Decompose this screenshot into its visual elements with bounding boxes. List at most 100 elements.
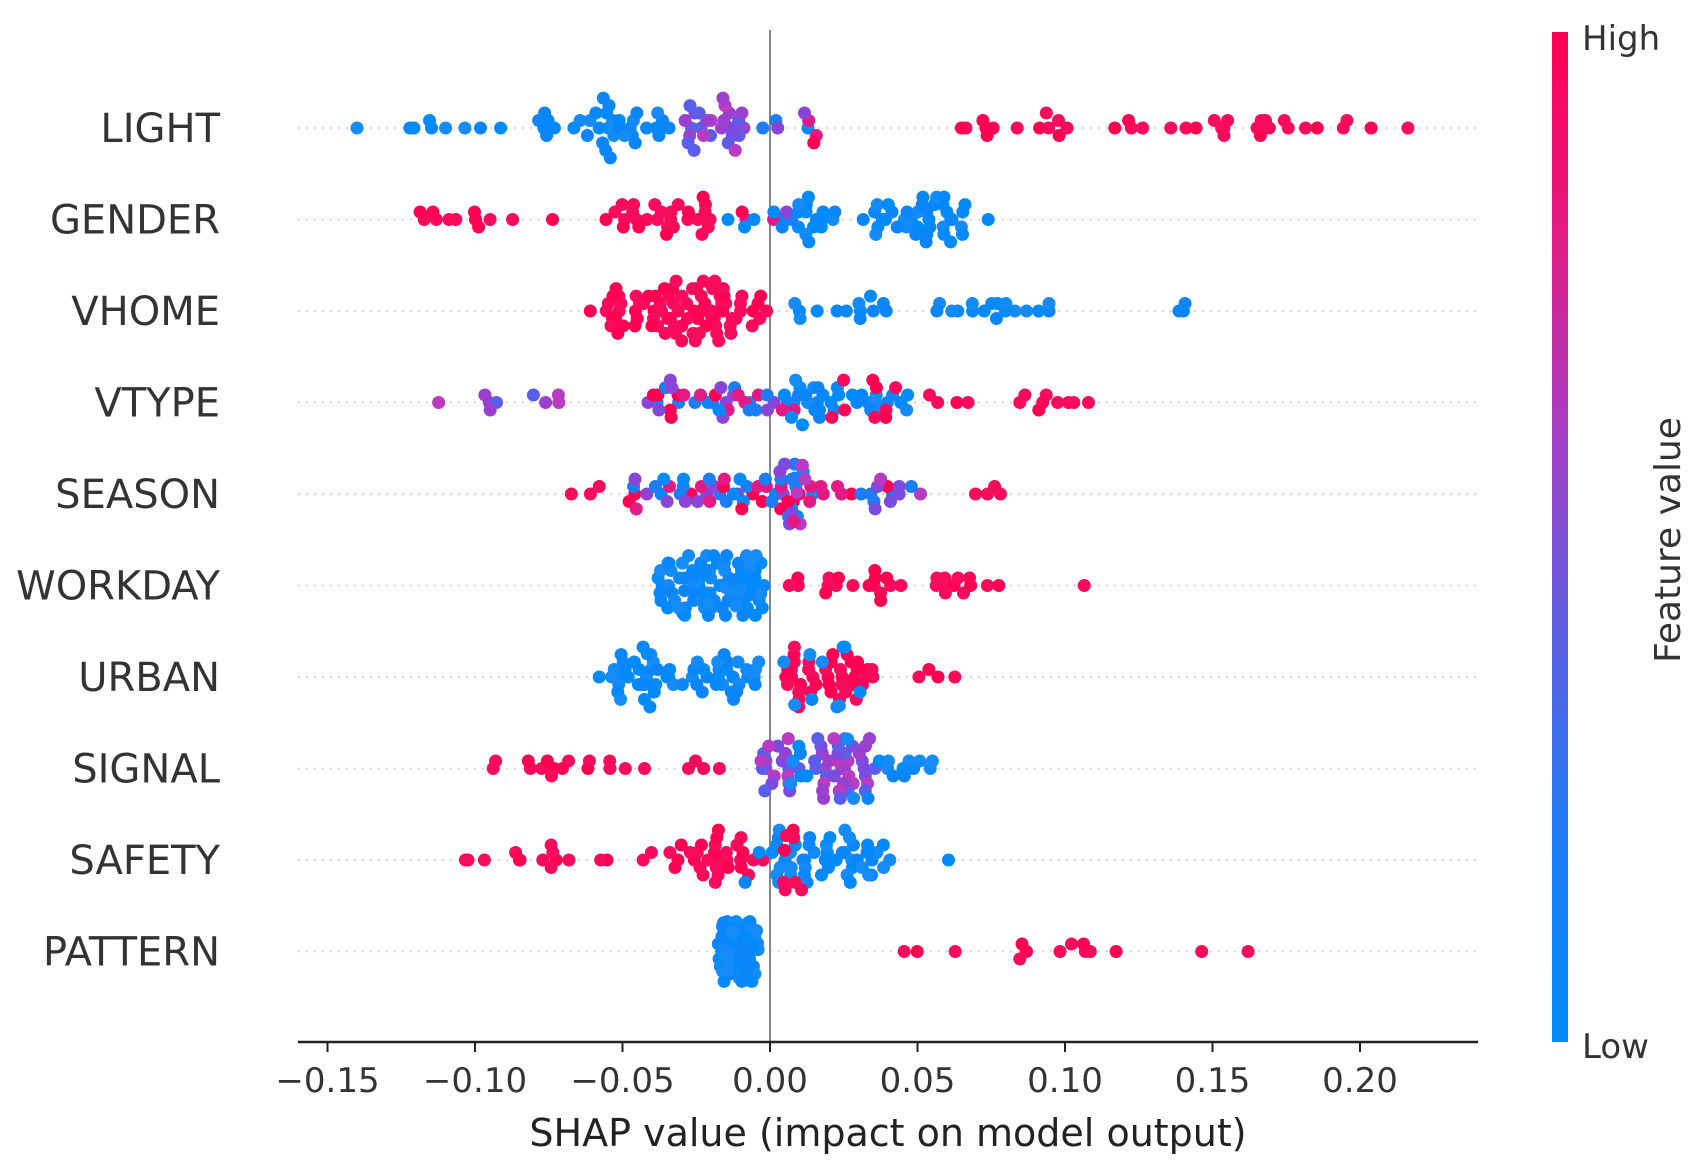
shap-point [807, 136, 821, 150]
shap-point [1277, 114, 1291, 127]
shap-point [795, 458, 809, 472]
colorbar-title: Feature value [1648, 417, 1689, 663]
shap-point [811, 381, 825, 395]
shap-point [816, 205, 830, 219]
shap-point [483, 403, 497, 417]
shap-point [931, 670, 945, 684]
x-tick-label: −0.05 [570, 1061, 674, 1101]
shap-point [709, 678, 723, 691]
shap-point [954, 121, 968, 135]
shap-point [862, 579, 876, 592]
shap-point [923, 388, 936, 402]
shap-point [660, 227, 673, 241]
shap-point [719, 495, 733, 508]
shap-point [350, 121, 364, 135]
shap-point [742, 403, 756, 417]
shap-point [735, 106, 749, 120]
shap-point [695, 227, 709, 241]
shap-point [629, 502, 643, 516]
shap-point [847, 791, 861, 805]
shap-point [789, 373, 803, 387]
shap-point [652, 129, 666, 142]
shap-point [876, 838, 890, 852]
shap-point [717, 472, 731, 486]
shap-point [432, 396, 446, 409]
shap-point [614, 692, 628, 706]
shap-point [781, 678, 794, 691]
shap-point [494, 121, 508, 135]
shap-point [640, 213, 654, 226]
shap-point [672, 601, 686, 615]
shap-point [980, 579, 994, 592]
x-axis-title: SHAP value (impact on model output) [529, 1111, 1246, 1155]
shap-point [815, 655, 829, 669]
shap-point [472, 220, 486, 234]
shap-point [611, 326, 625, 340]
shap-point [663, 663, 677, 676]
shap-point [630, 106, 644, 120]
shap-point [788, 698, 802, 712]
shap-point [707, 549, 721, 563]
shap-point [580, 129, 594, 142]
shap-point [675, 334, 689, 348]
shap-point [828, 205, 842, 219]
shap-point [719, 581, 733, 595]
shap-point [752, 655, 766, 669]
shap-point [677, 388, 691, 402]
shap-point [696, 868, 710, 882]
shap-point [900, 205, 914, 219]
shap-point [540, 129, 554, 142]
shap-point [698, 564, 712, 578]
shap-point [423, 114, 436, 127]
shap-point [883, 495, 897, 508]
shap-point [790, 486, 804, 500]
shap-point [592, 480, 606, 493]
shap-point [872, 754, 886, 768]
shap-point [696, 190, 710, 204]
shap-point [1042, 121, 1056, 135]
shap-point [803, 648, 817, 662]
shap-point [767, 205, 781, 219]
shap-point [616, 220, 630, 234]
shap-point [1077, 937, 1091, 951]
shap-point [1195, 945, 1209, 958]
shap-point [904, 480, 918, 493]
shap-point [846, 579, 860, 592]
shap-point [902, 754, 916, 768]
shap-point [671, 198, 685, 212]
shap-point [589, 106, 603, 120]
shap-point [702, 304, 716, 318]
shap-point [739, 953, 753, 967]
shap-point [815, 868, 828, 882]
shap-point [689, 754, 702, 768]
shap-point [618, 762, 632, 775]
shap-point [838, 403, 852, 417]
shap-point [853, 685, 867, 699]
shap-point [702, 472, 716, 486]
shap-point [628, 136, 642, 150]
shap-point [688, 334, 702, 348]
shap-point [883, 853, 897, 867]
shap-point [823, 831, 837, 845]
shap-point [798, 472, 812, 486]
shap-point [810, 304, 824, 318]
shap-point [944, 235, 958, 249]
shap-point [919, 235, 933, 249]
shap-point [948, 670, 962, 684]
shap-point [892, 480, 906, 493]
shap-point [803, 495, 817, 508]
shap-point [986, 121, 1000, 135]
shap-point [1221, 114, 1235, 127]
shap-point [690, 655, 704, 669]
shap-point [731, 556, 745, 570]
shap-point [740, 549, 754, 563]
shap-point [551, 388, 565, 402]
shap-point [1122, 114, 1136, 127]
shap-point [573, 114, 587, 127]
feature-label: PATTERN [43, 930, 220, 976]
shap-point [736, 608, 750, 622]
shap-point [843, 875, 857, 889]
shap-point [862, 868, 876, 882]
shap-point [711, 823, 725, 837]
shap-point [628, 319, 642, 333]
